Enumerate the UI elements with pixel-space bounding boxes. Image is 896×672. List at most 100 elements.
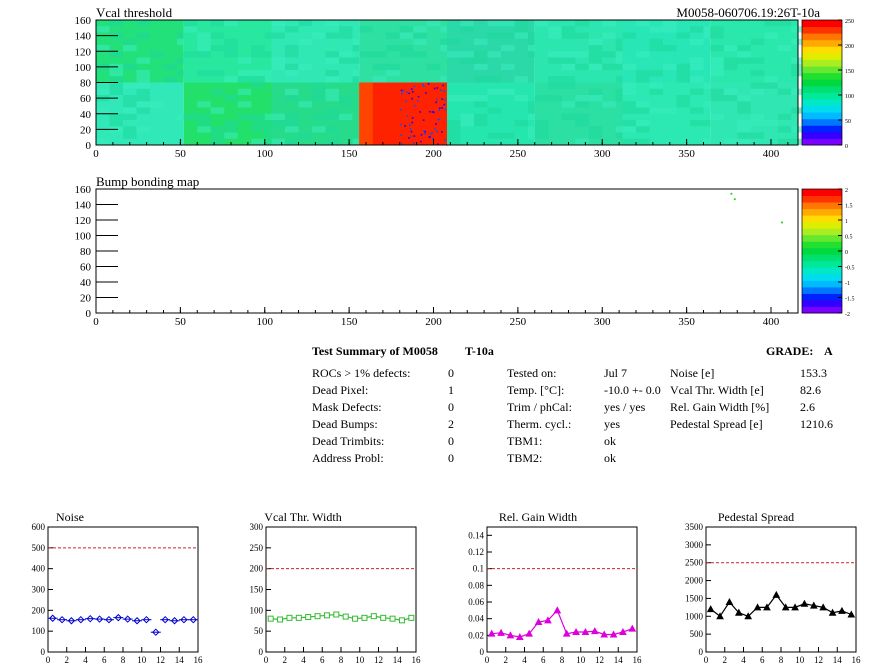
palette-swatch [802,234,842,242]
palette-swatch [802,79,842,87]
pixel-cell [548,57,562,64]
data-point [333,611,340,618]
data-point [525,629,534,637]
y-tick-label: 120 [75,46,92,58]
pixel-dot [409,128,412,130]
pixel-dot [429,110,431,113]
pixel-cell [777,138,792,145]
x-tick-label: 300 [594,316,611,328]
pixel-cell [339,32,353,39]
y-tick-label: 1000 [685,611,704,621]
pixel-dot [411,121,413,124]
palette-label: 0 [845,250,848,256]
pixel-cell [588,57,603,64]
pixel-dot [420,133,423,136]
pixel-dot [401,143,403,145]
pixel-dot [422,119,425,121]
x-tick-label: 0 [46,655,51,665]
data-point [800,599,809,607]
x-tick-label: 4 [522,655,527,665]
pixel-cell [723,63,738,70]
pixel-cell [224,132,238,139]
pixel-cell [575,101,589,108]
pixel-cell [96,138,110,145]
pixel-dot [410,135,412,138]
pixel-cell [136,88,150,95]
pixel-cell [197,45,211,52]
bump-bonding-palette: -2 -1.5 -1 -0.5 0 0.5 1 1.5 2 [801,188,855,318]
pixel-cell [386,63,400,70]
palette-swatch [802,46,842,54]
x-tick-label: 10 [795,655,805,665]
pixel-cell [372,51,387,58]
pixel-cell [460,120,474,127]
defect-row-value: 0 [448,451,454,465]
pixel-cell [271,63,285,70]
pixel-cell [690,107,704,114]
pixel-cell [514,120,528,127]
pixel-cell [663,107,677,114]
pixel-cell [210,126,225,133]
pixel-cell [474,113,488,120]
pixel-cell [487,132,501,139]
pixel-dot [422,85,425,87]
data-point [572,627,580,635]
pixel-cell [312,95,326,102]
y-tick-label: 80 [80,246,92,258]
pixel-cell [649,70,663,77]
pixel-cell [399,32,414,39]
palette-swatch [802,293,842,301]
x-tick-label: 350 [678,148,695,160]
pixel-cell [588,95,603,102]
pixel-dot [436,130,438,133]
pixel-cell [588,126,603,133]
data-point [305,614,312,620]
pixel-cell [487,20,501,27]
palette-label: 2 [845,188,848,194]
pixel-cell [622,88,636,95]
palette-label: 0 [845,144,848,150]
data-point [515,632,524,640]
pixel-dot [424,131,426,133]
pixel-cell [750,88,765,95]
pixel-cell [474,101,488,108]
data-point [286,614,293,621]
palette-swatch [802,26,842,34]
pixel-cell [548,95,562,102]
x-tick-label: 16 [852,655,862,665]
y-tick-label: 20 [80,124,92,136]
x-tick-label: 2 [283,655,288,665]
pixel-cell [737,45,751,52]
pixel-cell [561,26,576,33]
pixel-cell [649,88,663,95]
summary-temp-tag: T-10a [465,344,494,358]
y-tick-label: 50 [254,626,264,636]
bump-bonding-axes: 0 50 100 150 200 250 300 350 4000204060801001201… [75,184,789,328]
pixel-dot [437,143,439,146]
palette-label: 50 [845,119,851,125]
pixel-cell [312,126,326,133]
pixel-cell [224,38,238,45]
condition-row-label: TBM1: [507,434,543,448]
x-tick-label: 8 [121,655,126,665]
pixel-cell [723,95,738,102]
pixel-cell [123,45,137,52]
pixel-cell [386,70,400,77]
pixel-cell [588,51,603,58]
pixel-cell [663,20,677,27]
pixel-cell [710,63,724,70]
pixel-cell [325,138,339,145]
y-tick-label: 500 [32,543,46,553]
pixel-cell [109,20,123,27]
pixel-cell [197,38,211,45]
pixel-dot [413,104,416,107]
pixel-cell [285,88,299,95]
pixel-cell [474,76,488,83]
data-point [590,627,599,635]
pixel-cell [723,138,738,145]
palette-label: 1 [845,219,848,225]
pixel-cell [163,76,177,83]
pixel-dot [399,108,402,111]
y-tick-label: 150 [250,585,264,595]
x-tick-label: 250 [510,148,527,160]
